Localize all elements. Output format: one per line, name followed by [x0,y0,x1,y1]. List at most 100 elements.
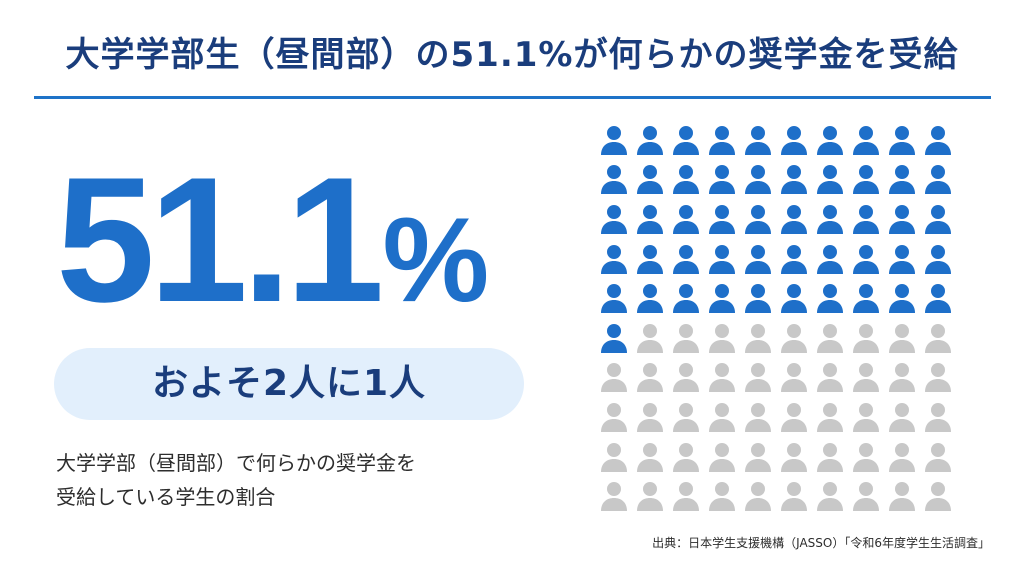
headline-unit: % [382,193,490,327]
person-icon [704,358,740,398]
person-icon [596,358,632,398]
person-icon [668,239,704,279]
person-icon [920,199,956,239]
person-icon [704,278,740,318]
person-icon [776,239,812,279]
person-icon [704,318,740,358]
person-icon [920,358,956,398]
person-icon [596,199,632,239]
person-icon [776,476,812,516]
person-icon [848,199,884,239]
person-icon [668,199,704,239]
person-icon [740,397,776,437]
person-icon [848,318,884,358]
person-icon [776,358,812,398]
person-icon [668,397,704,437]
person-icon [812,437,848,477]
person-icon [668,437,704,477]
person-icon [740,476,776,516]
source-citation: 出典：日本学生支援機構（JASSO）「令和6年度学生生活調査」 [652,536,990,550]
person-icon [668,318,704,358]
person-icon [776,160,812,200]
person-icon [884,199,920,239]
headline-percentage: 51.1% [56,140,536,340]
person-icon [920,476,956,516]
person-icon [920,160,956,200]
person-icon [884,120,920,160]
person-icon [776,318,812,358]
person-icon [668,120,704,160]
person-icon [920,318,956,358]
person-icon [632,476,668,516]
person-icon [776,397,812,437]
person-icon [812,160,848,200]
person-icon [632,199,668,239]
person-icon [776,278,812,318]
person-icon [704,239,740,279]
person-icon [848,476,884,516]
person-icon [704,199,740,239]
person-icon [920,397,956,437]
person-icon [812,318,848,358]
person-icon [632,120,668,160]
person-icon [776,437,812,477]
person-icon [596,397,632,437]
person-icon [884,278,920,318]
headline-number: 51.1 [56,140,384,339]
person-icon [848,358,884,398]
person-icon [812,278,848,318]
person-icon [884,397,920,437]
person-icon [812,120,848,160]
person-icon [632,239,668,279]
person-icon [920,278,956,318]
person-icon [740,199,776,239]
person-icon [668,278,704,318]
person-icon [920,239,956,279]
person-icon [740,437,776,477]
person-icon [740,239,776,279]
person-icon [596,160,632,200]
person-icon [884,239,920,279]
person-icon [740,120,776,160]
person-icon [848,278,884,318]
description: 大学学部（昼間部）で何らかの奨学金を 受給している学生の割合 [56,446,526,514]
person-icon [704,476,740,516]
person-icon [812,358,848,398]
person-icon [920,437,956,477]
person-icon [812,476,848,516]
page-title: 大学学部生（昼間部）の51.1%が何らかの奨学金を受給 [65,35,959,75]
person-icon [740,278,776,318]
person-icon [632,397,668,437]
person-icon [776,120,812,160]
person-icon [740,160,776,200]
person-icon [812,397,848,437]
person-icon [668,160,704,200]
person-icon [848,239,884,279]
ratio-badge: およそ2人に1人 [54,348,524,420]
person-icon [848,120,884,160]
person-icon [848,397,884,437]
person-icon [632,318,668,358]
person-icon [740,318,776,358]
person-icon [704,437,740,477]
person-icon [596,476,632,516]
person-icon [596,437,632,477]
person-icon [632,437,668,477]
person-icon [884,358,920,398]
person-icon [596,318,632,358]
person-icon [632,358,668,398]
person-icon [668,476,704,516]
person-icon [776,199,812,239]
person-icon [596,239,632,279]
description-line-2: 受給している学生の割合 [56,485,276,509]
person-icon [704,120,740,160]
person-icon [884,437,920,477]
person-icon [596,278,632,318]
person-icon [596,120,632,160]
person-icon [632,160,668,200]
description-line-1: 大学学部（昼間部）で何らかの奨学金を [56,451,416,475]
person-icon [884,318,920,358]
person-icon [812,199,848,239]
person-icon-grid [596,120,956,516]
person-icon [704,397,740,437]
